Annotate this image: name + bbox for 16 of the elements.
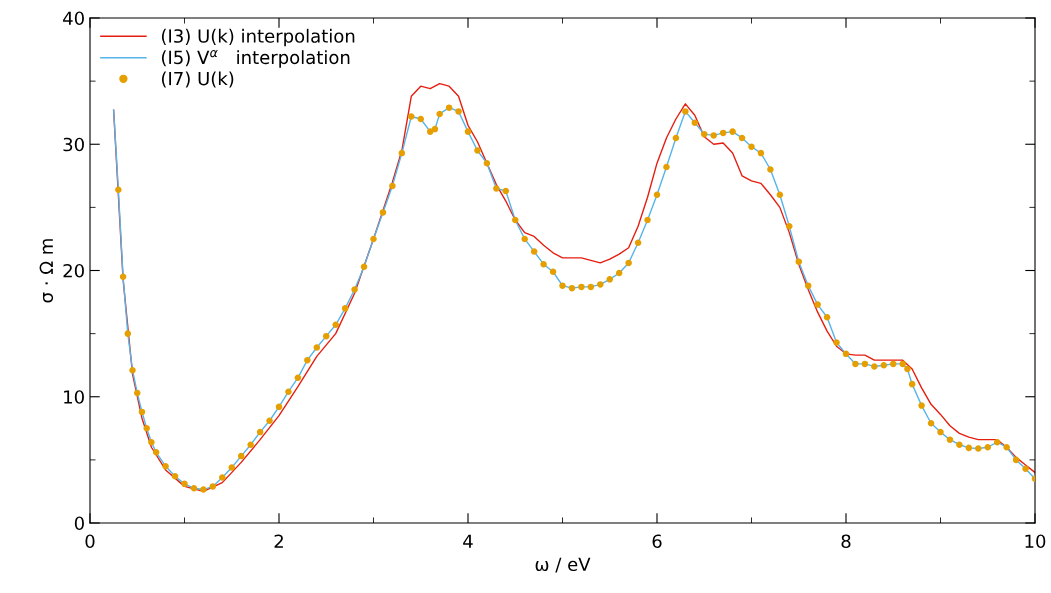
legend-label: (I3) U(k) interpolation (161, 28, 355, 47)
y-tick-label: 10 (64, 390, 84, 404)
x-tick-label: 4 (463, 534, 473, 548)
y-tick-label: 30 (63, 137, 84, 152)
x-tick-label: 10 (1025, 534, 1046, 549)
y-tick-label: 0 (74, 516, 84, 531)
x-tick-label: 6 (652, 534, 662, 549)
x-axis-title: ω / eV (535, 557, 591, 573)
x-tick-label: 0 (85, 534, 95, 549)
legend-label: (I7) U(k) (161, 71, 234, 88)
y-tick-label: 40 (63, 11, 84, 26)
y-tick-label: 20 (63, 263, 84, 278)
x-tick-label: 2 (274, 534, 283, 548)
text: (I5) V$^{α}$ interpolation (161, 49, 350, 68)
y-axis-title: σ · Ω m (39, 239, 54, 303)
x-tick-label: 8 (841, 534, 851, 549)
